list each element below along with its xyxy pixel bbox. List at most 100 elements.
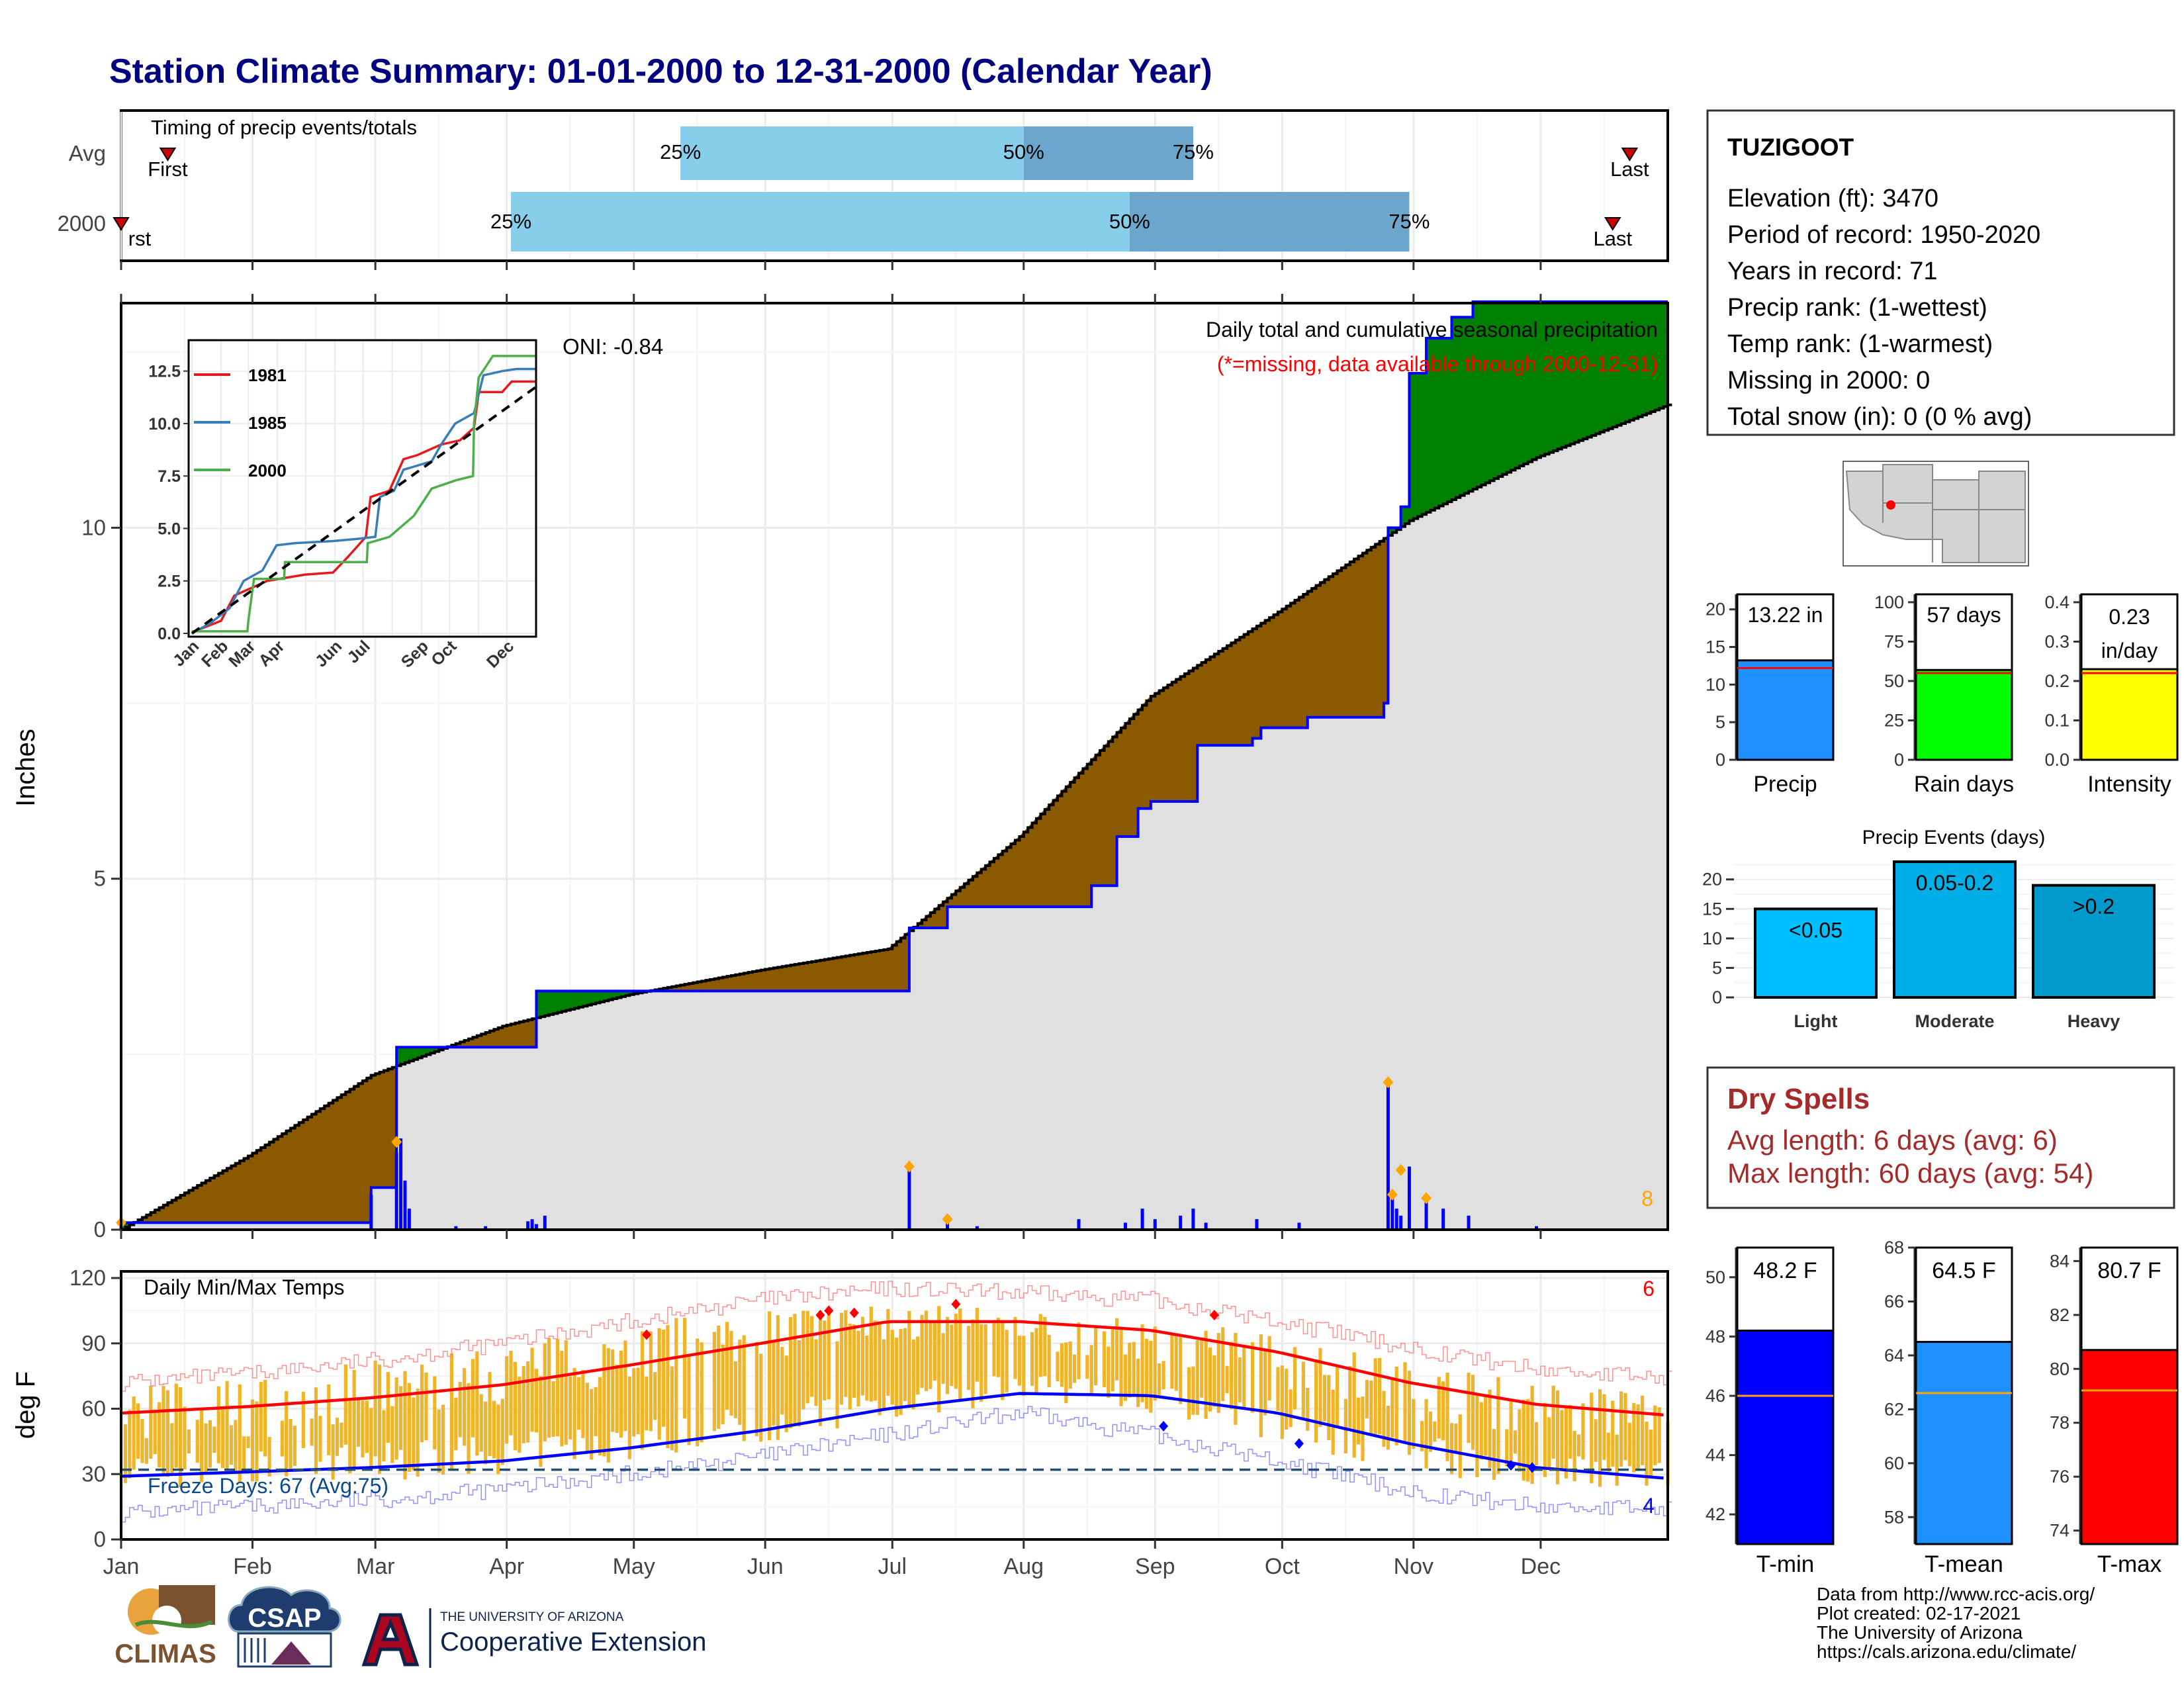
- departure-fill-day-265: [1239, 633, 1245, 746]
- summary-1-ytick-label-0: 0: [1894, 750, 1904, 770]
- departure-fill-day-306: [1413, 373, 1418, 520]
- departure-fill-day-258: [1210, 653, 1215, 746]
- csap-logo-mountain: [271, 1641, 311, 1665]
- departure-fill-day-288: [1337, 567, 1342, 718]
- daily-precip-bar-16: [1123, 1222, 1127, 1230]
- departure-fill-day-37: [273, 1136, 279, 1223]
- tempbar-1-label: T-mean: [1925, 1551, 2003, 1577]
- temp-daily-bar-323: [1484, 1396, 1488, 1456]
- temp-daily-bar-107: [569, 1376, 572, 1440]
- departure-fill-day-237: [1120, 722, 1126, 837]
- temp-daily-bar-84: [471, 1359, 475, 1438]
- timing-marks: 25% 50% 75% First Last 25% 50% 75% rst Last: [113, 126, 1649, 251]
- temp-daily-bar-164: [810, 1316, 814, 1397]
- climas-logo: CLIMAS: [114, 1585, 216, 1668]
- temp-daily-bar-83: [467, 1383, 471, 1474]
- temp-daily-bar-201: [966, 1326, 971, 1391]
- temp-daily-bar-216: [1030, 1332, 1034, 1386]
- departure-fill-day-263: [1231, 639, 1236, 746]
- temp-daily-bar-208: [996, 1318, 1000, 1377]
- temp-daily-bar-317: [1458, 1414, 1462, 1479]
- temp-daily-bar-351: [1602, 1394, 1606, 1460]
- departure-fill-day-39: [281, 1130, 287, 1223]
- temp-daily-bar-301: [1390, 1378, 1394, 1438]
- temp-daily-bar-316: [1454, 1423, 1458, 1454]
- departure-fill-day-238: [1124, 717, 1130, 837]
- temp-daily-bar-280: [1301, 1361, 1305, 1420]
- departure-fill-day-157: [782, 965, 787, 991]
- temp-daily-bar-199: [958, 1308, 962, 1401]
- temp-daily-bar-329: [1509, 1398, 1513, 1469]
- departure-fill-day-41: [290, 1124, 296, 1223]
- summary-1-ytick-label-1: 25: [1884, 710, 1904, 730]
- temp-daily-bar-250: [1174, 1336, 1178, 1391]
- departure-fill-day-241: [1138, 704, 1143, 809]
- temp-daily-bar-87: [484, 1401, 488, 1465]
- departure-fill-day-230: [1091, 754, 1097, 886]
- departure-fill-day-259: [1214, 651, 1219, 746]
- temp-daily-bar-63: [382, 1410, 386, 1462]
- temp-daily-bar-283: [1314, 1359, 1318, 1443]
- tempbar-2-label: T-max: [2097, 1551, 2162, 1577]
- daily-precip-bar-12: [907, 1166, 911, 1230]
- departure-fill-day-261: [1222, 645, 1228, 746]
- events-ytick-label-0: 0: [1712, 987, 1722, 1007]
- temp-daily-bar-130: [666, 1324, 670, 1449]
- departure-fill-day-38: [277, 1133, 283, 1223]
- daily-precip-bar-30: [1441, 1209, 1445, 1230]
- departure-fill-day-239: [1129, 713, 1134, 837]
- departure-fill-day-247: [1163, 684, 1168, 802]
- temp-daily-bar-263: [1229, 1342, 1234, 1409]
- month-axis: Jan Feb Mar Apr May Jun Jul Aug Sep Oct Nov Dec: [103, 1539, 1561, 1579]
- temp-daily-bar-166: [818, 1310, 823, 1426]
- temp-daily-bar-113: [594, 1387, 598, 1437]
- temp-daily-bar-196: [945, 1316, 950, 1394]
- record-low-marker-1: [1294, 1438, 1304, 1449]
- temp-daily-bar-330: [1513, 1430, 1518, 1454]
- temp-daily-bar-108: [572, 1367, 576, 1459]
- temp-yticks: 0 30 60 90 120: [69, 1265, 121, 1551]
- timing-pct-label-avg-1: 50%: [1003, 140, 1044, 163]
- precip-marks: [116, 300, 1672, 1231]
- footer: CLIMAS CSAP THE UNIVERSITY OF ARIZONA Co…: [114, 1584, 2095, 1668]
- temp-daily-bar-23: [212, 1426, 216, 1453]
- temp-daily-bar-291: [1348, 1365, 1352, 1428]
- daily-precip-bar-1: [369, 1194, 373, 1230]
- temp-daily-bar-115: [602, 1344, 606, 1457]
- precip-panel-title: Daily total and cumulative seasonal prec…: [1206, 318, 1658, 342]
- departure-fill-day-267: [1248, 628, 1253, 746]
- temp-daily-bar-171: [839, 1312, 844, 1405]
- departure-fill-day-28: [235, 1160, 240, 1223]
- tempbar-1-ytick-label-4: 66: [1884, 1291, 1904, 1311]
- departure-fill-day-286: [1328, 572, 1334, 718]
- departure-fill-day-296: [1371, 543, 1376, 718]
- temp-daily-bar-144: [725, 1322, 729, 1410]
- precip-ytick-label-0: 0: [94, 1217, 106, 1242]
- ua-logo: THE UNIVERSITY OF ARIZONA Cooperative Ex…: [361, 1608, 706, 1668]
- temp-daily-bar-266: [1242, 1344, 1246, 1410]
- first-event-marker-y2000: [113, 217, 130, 231]
- departure-fill-day-291: [1349, 558, 1355, 718]
- temp-daily-bar-93: [509, 1350, 513, 1436]
- departure-fill-day-279: [1298, 594, 1304, 729]
- temp-ytick-label-1: 30: [81, 1461, 106, 1486]
- summary-2-ytick-label-4: 0.4: [2044, 592, 2070, 612]
- temp-ytick-label-4: 120: [69, 1265, 106, 1290]
- temp-daily-bar-71: [416, 1389, 420, 1477]
- temp-daily-bar-161: [797, 1340, 801, 1427]
- inset-frame: [187, 339, 537, 638]
- departure-fill-day-156: [777, 966, 783, 991]
- temp-daily-bar-69: [407, 1383, 411, 1473]
- timing-panel-label: Timing of precip events/totals: [151, 116, 417, 139]
- departure-fill-day-49: [324, 1102, 330, 1223]
- temp-daily-bar-116: [606, 1348, 610, 1463]
- temp-daily-bar-167: [823, 1320, 827, 1401]
- departure-fill-day-154: [769, 967, 774, 991]
- temp-daily-bar-244: [1149, 1340, 1153, 1413]
- summary-2-ytick-label-0: 0.0: [2044, 750, 2070, 770]
- temp-daily-bar-341: [1560, 1410, 1564, 1469]
- daily-precip-bar-7: [484, 1226, 488, 1230]
- temp-daily-bar-103: [551, 1381, 555, 1437]
- temp-daily-bar-12: [165, 1390, 170, 1477]
- departure-fill-day-308: [1422, 373, 1427, 516]
